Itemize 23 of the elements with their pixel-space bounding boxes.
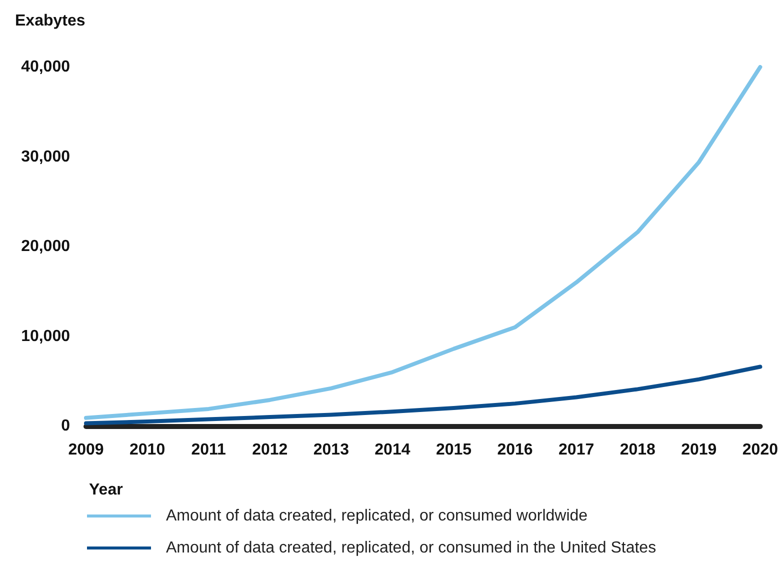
x-tick-label: 2009 xyxy=(68,442,104,458)
y-axis-title: Exabytes xyxy=(15,12,86,30)
line-series xyxy=(84,364,762,426)
x-tick-label: 2010 xyxy=(129,442,166,458)
x-tick-label: 2014 xyxy=(374,442,410,458)
x-tick-label: 2018 xyxy=(620,442,656,458)
y-tick-label: 30,000 xyxy=(21,148,70,166)
line-series xyxy=(84,65,762,420)
y-tick-label: 10,000 xyxy=(21,328,70,345)
y-tick-label: 40,000 xyxy=(21,58,70,76)
x-tick-label: 2019 xyxy=(681,442,717,458)
x-tick-label: 2017 xyxy=(558,442,594,458)
x-tick-label: 2016 xyxy=(497,442,533,458)
x-tick-label: 2020 xyxy=(742,442,778,458)
y-tick-label: 0 xyxy=(61,418,70,434)
x-axis-title: Year xyxy=(89,482,123,498)
y-tick-label: 20,000 xyxy=(21,238,70,255)
x-tick-label: 2012 xyxy=(252,442,288,458)
x-tick-label: 2013 xyxy=(313,442,350,458)
legend-label: Amount of data created, replicated, or consumed worldwide xyxy=(166,508,588,524)
legend-label: Amount of data created, replicated, or consumed in the United States xyxy=(166,540,656,556)
x-tick-label: 2011 xyxy=(191,442,226,458)
x-tick-label: 2015 xyxy=(436,442,472,458)
